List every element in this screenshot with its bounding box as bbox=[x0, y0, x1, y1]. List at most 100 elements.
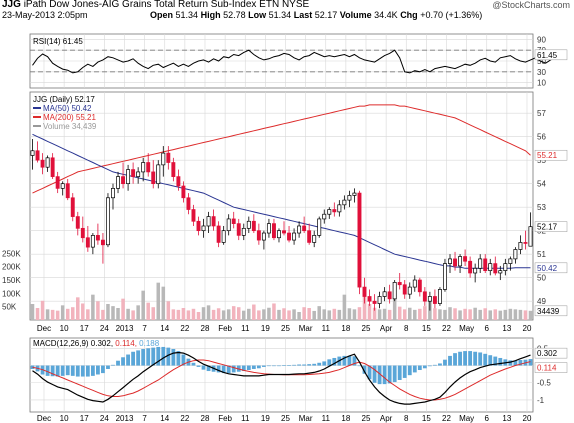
candle-body bbox=[141, 162, 146, 173]
macd-histogram-bar bbox=[161, 346, 166, 366]
candle-body bbox=[136, 171, 141, 177]
macd-tick-label: -1 bbox=[537, 396, 545, 405]
chg-label: Chg bbox=[400, 10, 418, 20]
candle-body bbox=[382, 291, 387, 297]
volume-bar bbox=[40, 300, 45, 320]
volume-bar bbox=[423, 306, 427, 320]
volume-bar bbox=[282, 308, 286, 320]
candle-body bbox=[271, 223, 276, 239]
macd-histogram-bar bbox=[282, 365, 286, 366]
rsi-tick-label: 10 bbox=[537, 79, 546, 88]
volume-label: Volume bbox=[339, 10, 372, 20]
volume-bar bbox=[513, 309, 518, 320]
macd-histogram-bar bbox=[392, 365, 397, 383]
stockcharts-credit: @StockCharts.com bbox=[492, 0, 570, 10]
macd-x-tick-label: Mar bbox=[299, 414, 313, 423]
macd-histogram-bar bbox=[241, 365, 246, 372]
candle-body bbox=[448, 258, 452, 264]
macd-histogram-bar bbox=[468, 351, 473, 366]
candle-body bbox=[478, 258, 483, 269]
macd-histogram-bar bbox=[488, 355, 493, 366]
x-tick-label: 22 bbox=[442, 324, 451, 333]
macd-histogram-bar bbox=[191, 362, 196, 366]
volume-bar bbox=[186, 310, 191, 320]
macd-signal-value: 0.114, bbox=[115, 339, 139, 348]
macd-line bbox=[32, 351, 531, 405]
macd-histogram-bar bbox=[111, 364, 115, 366]
x-tick-label: Mar bbox=[299, 324, 313, 333]
macd-histogram-bar bbox=[106, 365, 110, 369]
rsi-tick-label: 30 bbox=[537, 68, 546, 77]
candle-body bbox=[322, 213, 327, 220]
volume-bar bbox=[30, 304, 35, 320]
volume-bar bbox=[317, 306, 321, 320]
x-tick-label: 6 bbox=[485, 324, 490, 333]
volume-bar bbox=[181, 308, 186, 320]
volume-bar bbox=[231, 306, 236, 320]
volume-bar bbox=[302, 307, 306, 320]
volume-bar bbox=[126, 308, 130, 320]
macd-histogram-bar bbox=[70, 365, 75, 376]
volume-bar bbox=[297, 312, 301, 320]
macd-x-tick-label: 6 bbox=[485, 414, 490, 423]
candle-body bbox=[256, 230, 261, 241]
volume-bar bbox=[347, 308, 352, 320]
candle-body bbox=[372, 300, 377, 304]
volume-bar bbox=[493, 309, 498, 320]
candle-body bbox=[518, 242, 523, 250]
macd-histogram-bar bbox=[55, 365, 60, 377]
candle-body bbox=[432, 296, 437, 304]
macd-value: 0.302, bbox=[91, 339, 115, 348]
macd-histogram-bar bbox=[151, 347, 156, 366]
macd-histogram-bar bbox=[382, 365, 387, 385]
candle-body bbox=[422, 291, 427, 302]
macd-x-tick-label: 17 bbox=[80, 414, 89, 423]
candle-body bbox=[35, 150, 40, 161]
candle-body bbox=[45, 157, 50, 168]
volume-bar bbox=[433, 308, 437, 320]
macd-histogram-bar bbox=[297, 364, 302, 366]
macd-histogram-bar bbox=[407, 365, 412, 376]
volume-bar bbox=[201, 307, 206, 320]
x-tick-label: 18 bbox=[341, 324, 350, 333]
volume-bar bbox=[402, 309, 407, 320]
macd-histogram-bar bbox=[126, 354, 130, 366]
volume-bar bbox=[528, 310, 533, 320]
volume-bar bbox=[70, 307, 75, 320]
price-frame bbox=[29, 91, 534, 321]
price-title: JJG (Daily) 52.17 bbox=[33, 95, 95, 104]
x-tick-label: 8 bbox=[404, 324, 409, 333]
candle-body bbox=[513, 249, 518, 260]
macd-histogram-bar bbox=[493, 356, 498, 366]
volume-bar bbox=[171, 309, 176, 320]
candle-body bbox=[523, 242, 528, 244]
macd-x-tick-label: 24 bbox=[100, 414, 109, 423]
macd-signal-last-value: 0.114 bbox=[537, 364, 557, 373]
candle-body bbox=[302, 225, 307, 232]
candle-body bbox=[443, 263, 447, 290]
macd-histogram-bar bbox=[498, 357, 503, 366]
x-tick-label: 15 bbox=[422, 324, 431, 333]
volume-bar bbox=[418, 308, 422, 320]
quote-date: 23-May-2013 2:05pm bbox=[2, 10, 88, 20]
candle-body bbox=[231, 218, 236, 224]
ma200-last-value: 55.21 bbox=[537, 151, 558, 160]
last-label: Last bbox=[293, 10, 313, 20]
macd-histogram-bar bbox=[478, 352, 483, 366]
x-tick-label: 28 bbox=[201, 324, 210, 333]
candle-body bbox=[216, 225, 221, 243]
macd-histogram-bar bbox=[347, 355, 352, 366]
macd-histogram-bar bbox=[352, 356, 357, 366]
volume-bar bbox=[413, 309, 417, 320]
macd-histogram-bar bbox=[292, 364, 296, 366]
volume-bar bbox=[337, 309, 342, 320]
volume-bar bbox=[272, 303, 276, 320]
volume-bar bbox=[206, 305, 211, 320]
candle-body bbox=[402, 284, 407, 295]
macd-histogram-bar bbox=[367, 365, 372, 380]
macd-x-tick-label: 18 bbox=[341, 414, 350, 423]
macd-histogram-bar bbox=[307, 364, 312, 366]
candle-body bbox=[317, 218, 322, 236]
candle-body bbox=[65, 183, 70, 199]
